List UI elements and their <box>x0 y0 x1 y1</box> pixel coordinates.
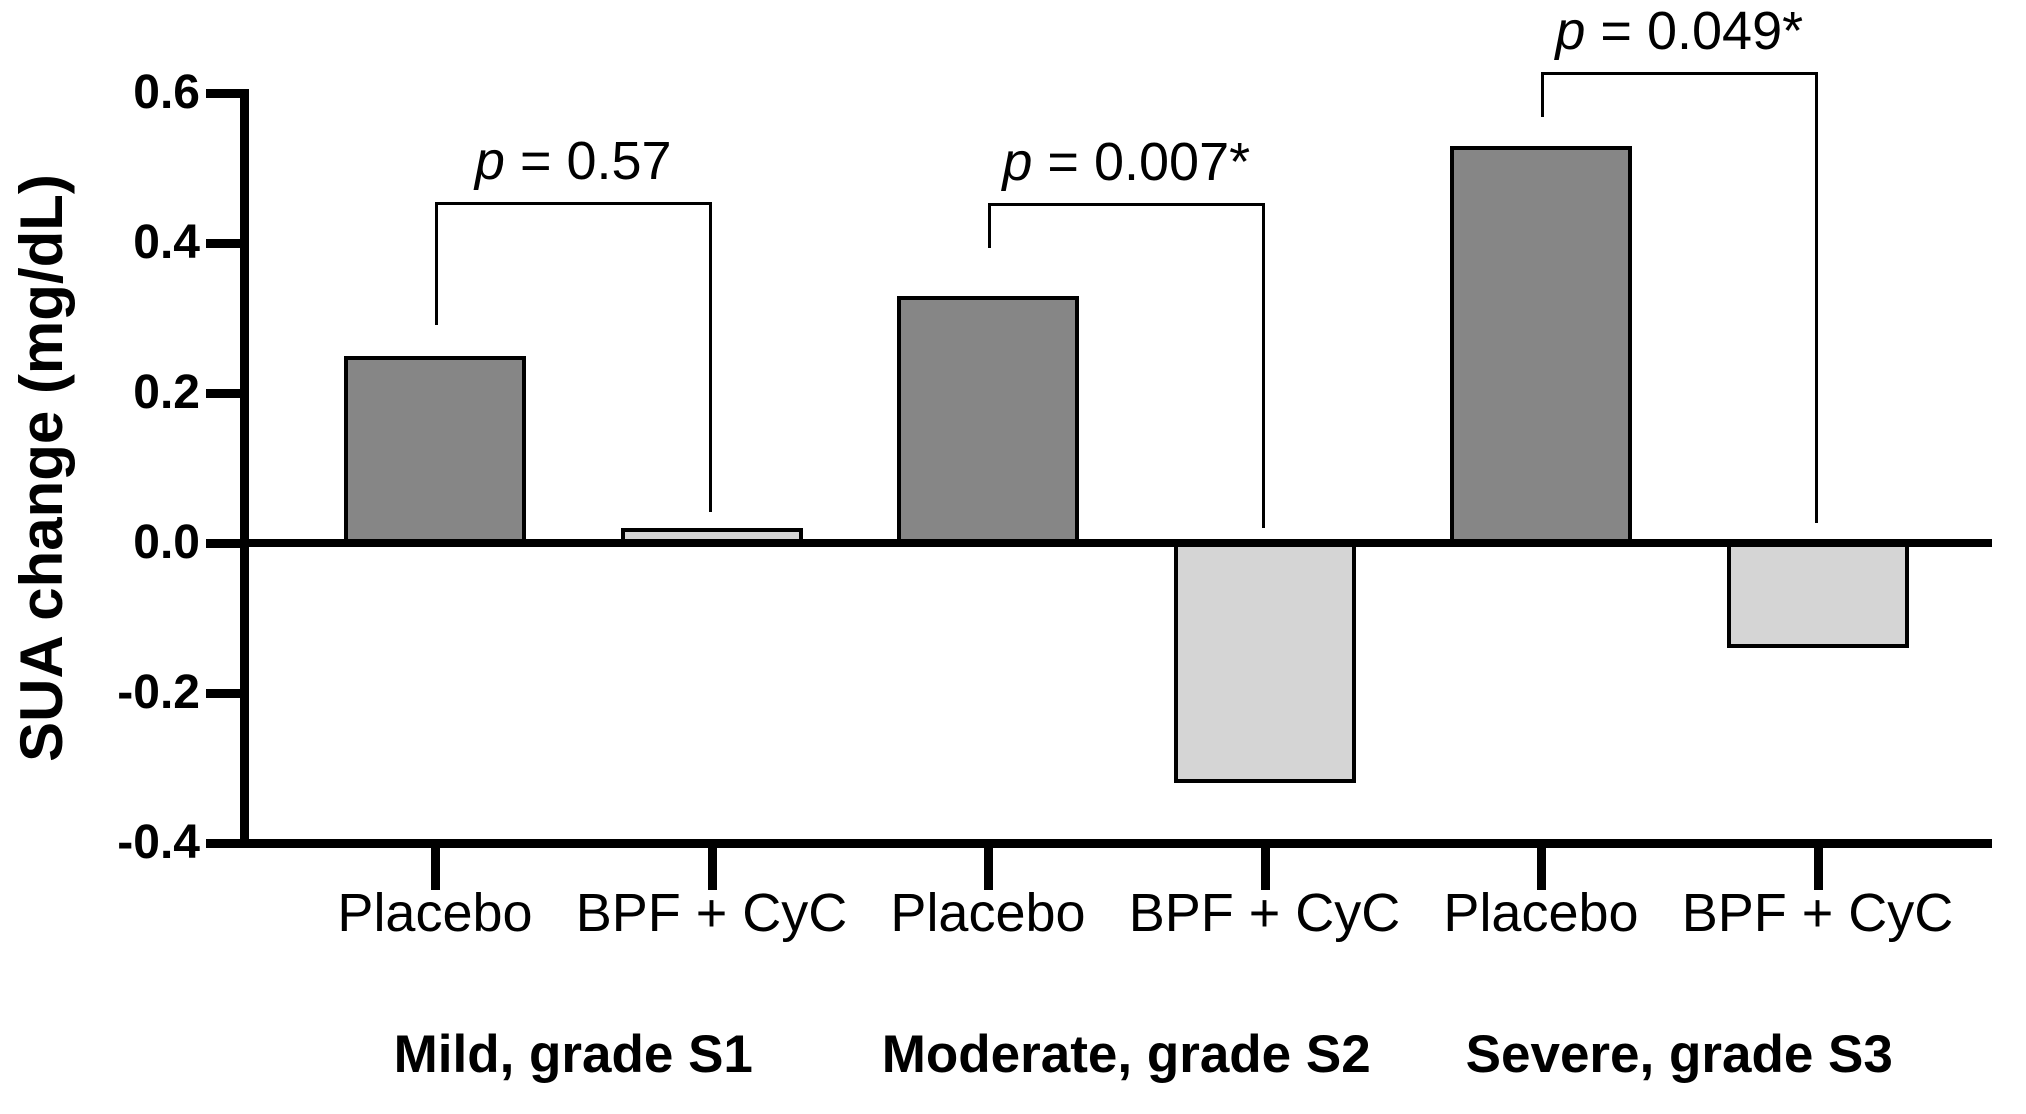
y-tick--0.4 <box>206 839 240 848</box>
x-tick-g2-2 <box>1260 848 1270 890</box>
x-tick-g2-1 <box>984 848 993 890</box>
bar-placebo-g3 <box>1450 145 1632 543</box>
x-tick-g1-2 <box>707 848 717 890</box>
x-label-placebo-g2: Placebo <box>890 883 1086 943</box>
significance-bracket-left-leg-g1 <box>435 202 438 325</box>
bar-placebo-g2 <box>897 295 1079 543</box>
significance-bracket-right-leg-g3 <box>1814 72 1818 523</box>
y-axis-line <box>240 89 249 848</box>
significance-bracket-left-leg-g3 <box>1541 72 1544 117</box>
significance-bracket-top-g3 <box>1541 72 1818 75</box>
significance-bracket-top-g2 <box>988 203 1265 206</box>
p-italic: p <box>1555 1 1586 61</box>
bar-bpf-cyc-g2 <box>1173 543 1356 783</box>
zero-line <box>249 539 1992 547</box>
x-tick-g1-1 <box>431 848 440 890</box>
group-label-2: Moderate, grade S2 <box>881 1025 1371 1084</box>
y-tick-0.6 <box>206 89 240 98</box>
group-label-1: Mild, grade S1 <box>393 1025 753 1084</box>
y-tick-label-0.2: 0.2 <box>133 366 200 419</box>
significance-bracket-left-leg-g2 <box>988 203 991 248</box>
y-tick-label-0.6: 0.6 <box>133 66 200 119</box>
y-tick-0.0 <box>206 539 240 548</box>
y-tick-label-0.0: 0.0 <box>133 516 200 569</box>
x-label-placebo-g3: Placebo <box>1443 883 1639 943</box>
significance-bracket-top-g1 <box>435 202 712 205</box>
x-tick-g3-1 <box>1537 848 1546 890</box>
x-axis-line <box>240 839 1992 848</box>
significance-bracket-right-leg-g2 <box>1261 203 1265 528</box>
p-value-label-g1: p = 0.57 <box>474 131 672 191</box>
y-tick-label--0.4: -0.4 <box>117 816 200 869</box>
bar-bpf-cyc-g3 <box>1726 543 1909 648</box>
significance-bracket-right-leg-g1 <box>708 202 712 512</box>
p-value-label-g3: p = 0.049* <box>1555 1 1804 61</box>
y-tick-label-0.4: 0.4 <box>133 216 200 269</box>
x-label-bpf-cyc-g3: BPF + CyC <box>1681 883 1954 943</box>
x-tick-g3-2 <box>1813 848 1823 890</box>
x-label-bpf-cyc-g1: BPF + CyC <box>575 883 848 943</box>
y-tick--0.2 <box>206 689 240 698</box>
x-label-bpf-cyc-g2: BPF + CyC <box>1128 883 1401 943</box>
p-value-label-g2: p = 0.007* <box>1002 132 1251 192</box>
bar-placebo-g1 <box>344 355 526 543</box>
y-tick-label--0.2: -0.2 <box>117 666 200 719</box>
y-tick-0.4 <box>206 239 240 248</box>
y-tick-0.2 <box>206 389 240 398</box>
x-label-placebo-g1: Placebo <box>337 883 533 943</box>
p-italic: p <box>474 131 505 191</box>
group-label-3: Severe, grade S3 <box>1465 1025 1893 1084</box>
p-italic: p <box>1002 132 1033 192</box>
